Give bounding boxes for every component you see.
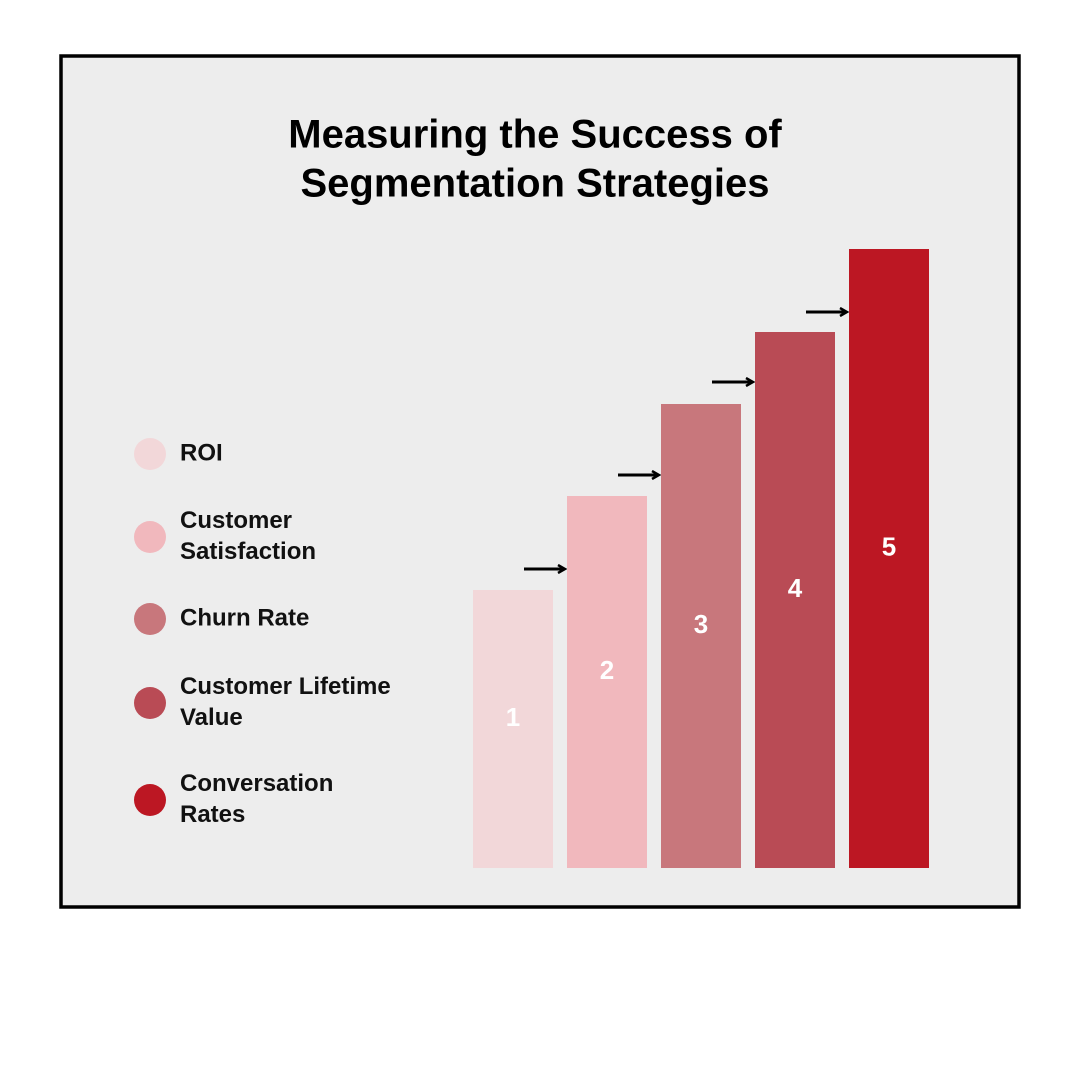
step-bar xyxy=(567,496,647,868)
step-number: 4 xyxy=(788,573,803,603)
legend-label: ROI xyxy=(180,439,223,466)
step-number: 3 xyxy=(694,609,708,639)
step-number: 2 xyxy=(600,655,614,685)
legend-swatch xyxy=(134,438,166,470)
step-bar xyxy=(849,249,929,868)
legend-swatch xyxy=(134,521,166,553)
step-number: 5 xyxy=(882,531,896,561)
title-line: Segmentation Strategies xyxy=(300,162,769,206)
step-bar xyxy=(755,332,835,868)
legend-swatch xyxy=(134,603,166,635)
step-number: 1 xyxy=(506,702,520,732)
legend-label: Churn Rate xyxy=(180,604,309,631)
legend-label: Conversation xyxy=(180,770,333,797)
title-line: Measuring the Success of xyxy=(288,113,782,157)
legend-label: Customer Lifetime xyxy=(180,673,391,700)
legend-label: Rates xyxy=(180,801,245,828)
step-bar xyxy=(661,404,741,868)
legend-label: Value xyxy=(180,704,243,731)
legend-label: Customer xyxy=(180,507,292,534)
legend-swatch xyxy=(134,784,166,816)
legend-label: Satisfaction xyxy=(180,538,316,565)
step-bar xyxy=(473,590,553,868)
legend-swatch xyxy=(134,687,166,719)
